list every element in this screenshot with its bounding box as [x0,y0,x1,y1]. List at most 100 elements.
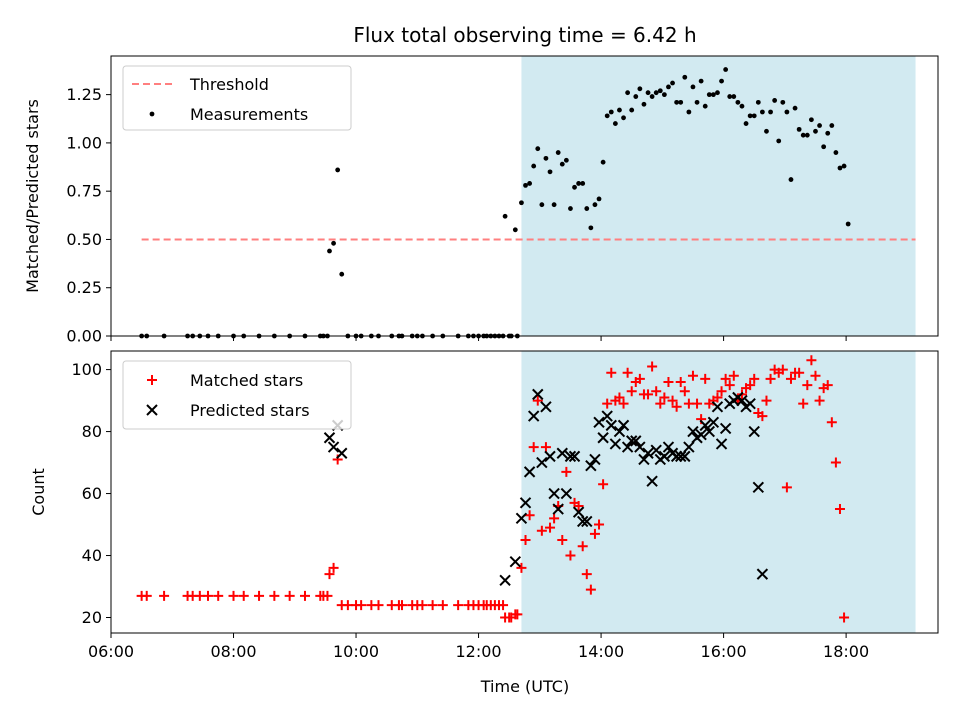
measurement-points [139,67,851,339]
matched-star-point [299,590,310,601]
measurement-point [617,107,622,113]
measurement-point [572,184,577,190]
measurement-point [682,74,688,80]
measurement-point [698,78,704,84]
predicted-star-point [756,568,769,580]
measurement-point [641,101,647,107]
matched-star-point [765,373,776,384]
matched-star-point [647,361,658,372]
measurement-point [674,99,680,105]
measurement-point [600,159,606,165]
matched-star-point [324,569,335,580]
measurement-point [621,115,626,121]
matched-star-point [516,562,527,573]
measurement-point [596,196,602,202]
measurement-point [539,202,545,208]
measurement-point [837,165,843,171]
matched-star-point [618,398,629,409]
y-tick-label: 0.25 [66,278,102,297]
matched-star-point [659,392,670,403]
predicted-star-point [589,453,601,466]
matched-star-point [749,373,760,384]
y-tick-label: 1.00 [66,133,102,152]
predicted-star-point [650,444,662,456]
measurement-point [792,105,798,111]
predicted-star-point [609,438,622,450]
measurement-point [653,90,659,96]
predicted-star-point [585,459,597,472]
y-axis-ticks: 0.00 0.25 0.50 0.75 1.00 1.25 [66,85,111,346]
measurement-point [331,240,336,246]
measurement-point [527,181,533,186]
x-tick-label: 10:00 [333,642,379,661]
measurement-point [592,202,598,208]
legend-measurements-label: Measurements [190,105,308,124]
x-tick-label: 16:00 [701,642,747,661]
matched-star-point [671,401,682,412]
x-axis-ticks: 06:00 08:00 10:00 12:00 14:00 16:00 18:00 [88,633,869,661]
measurement-point [690,84,696,90]
measurement-point [739,103,745,109]
measurement-point [580,181,586,186]
predicted-star-point [532,388,544,401]
matched-star-point [328,562,339,573]
matched-star-point [622,367,633,378]
predicted-star-point [509,556,522,568]
y-tick-label: 0.75 [66,182,102,201]
predicted-star-point [699,419,711,432]
predicted-star-point [662,441,675,453]
matched-star-point [679,386,690,397]
matched-star-point [806,355,817,366]
y-tick-label: 40 [82,546,102,565]
predicted-star-point [560,487,573,500]
matched-star-point [667,395,678,406]
predicted-star-point [621,441,634,453]
measurement-point [719,78,724,84]
y-tick-label: 0.50 [66,230,102,249]
matched-star-point [549,513,560,524]
predicted-star-point [748,425,760,438]
y-tick-label: 100 [71,360,102,379]
measurement-point [523,182,528,188]
measurement-point [633,94,639,99]
x-tick-label: 12:00 [456,642,502,661]
predicted-star-point [327,441,340,453]
predicted-star-point [719,422,732,435]
matched-star-point [202,590,213,601]
matched-star-point [728,370,739,381]
matched-star-point [427,600,438,611]
measurement-point [335,167,341,173]
matched-star-point [213,590,224,601]
matched-star-point [700,373,711,384]
measurement-point [706,92,712,98]
measurement-point [625,90,631,96]
matched-star-point [814,395,825,406]
y-tick-label: 60 [82,484,102,503]
measurement-point [502,213,508,219]
measurement-point [780,99,786,105]
matched-star-point [798,398,809,409]
matched-star-point [802,380,813,391]
matched-star-point [651,386,662,397]
y-axis-ticks: 20 40 60 80 100 [71,360,111,627]
predicted-star-point [336,447,348,459]
measurement-point [694,99,700,105]
measurement-point [686,109,692,115]
predicted-star-point [752,481,765,494]
matched-star-point [606,367,617,378]
matched-star-point [524,510,535,521]
matched-star-point [598,479,609,490]
matched-star-point [810,370,821,381]
measurement-point [339,271,345,277]
predicted-star-point [499,574,511,587]
matched-star-point [745,380,756,391]
predicted-star-point [670,450,683,463]
y-tick-label: 20 [82,608,102,627]
predicted-star-point [556,447,568,459]
matched-star-point [692,398,703,409]
legend-predicted-label: Predicted stars [190,401,310,420]
measurement-point [327,248,332,254]
predicted-star-point [323,432,336,444]
y-tick-label: 1.25 [66,85,102,104]
